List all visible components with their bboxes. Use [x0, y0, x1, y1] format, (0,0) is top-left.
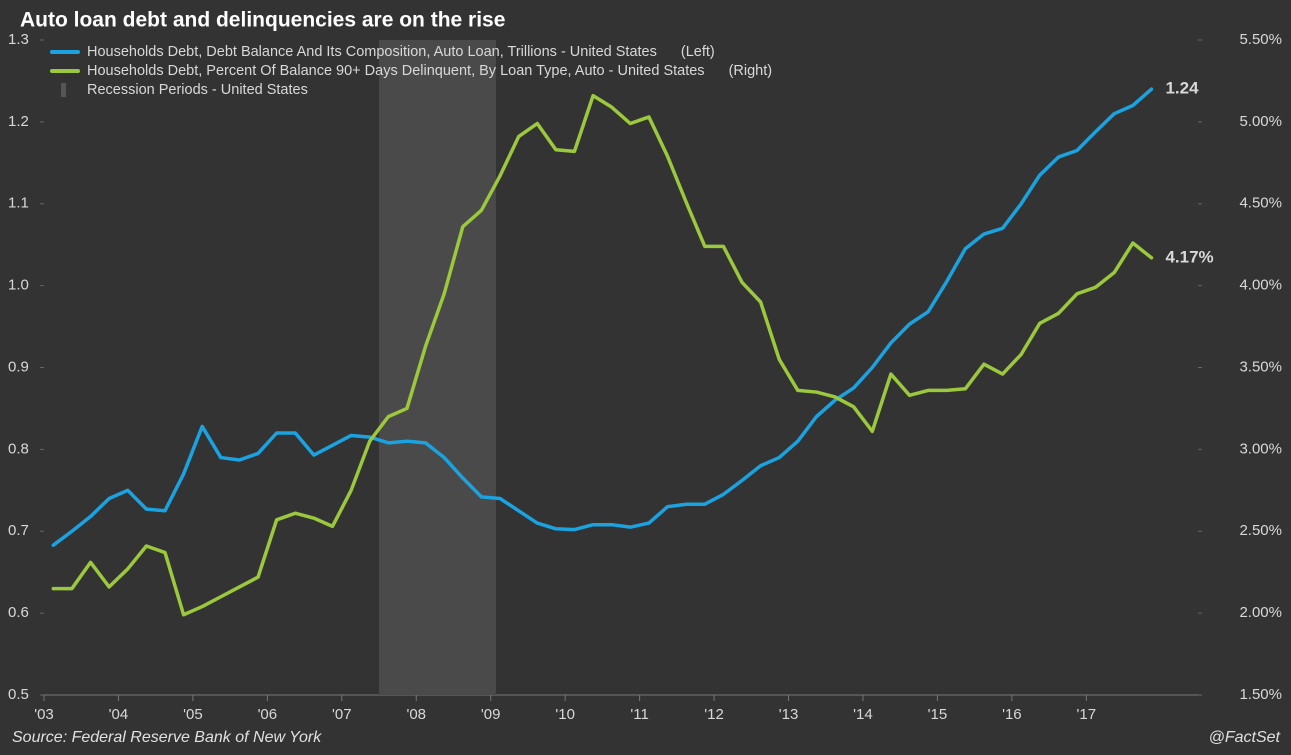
- y-tick-label: 0.6: [8, 604, 29, 621]
- y-tick-label: 1.3: [8, 31, 29, 48]
- y-tick-label: 0.7: [8, 522, 29, 539]
- y2-tick-label: 3.00%: [1239, 440, 1282, 457]
- y2-tick-label: 5.50%: [1239, 31, 1282, 48]
- credit: @FactSet: [1209, 729, 1281, 746]
- x-tick-label: '11: [630, 706, 648, 723]
- x-tick-label: '08: [406, 706, 426, 723]
- x-tick-label: '14: [853, 706, 873, 723]
- legend-swatch: [61, 83, 66, 97]
- y-tick-label: 0.5: [8, 686, 29, 703]
- x-tick-label: '17: [1077, 706, 1097, 723]
- x-tick-label: '15: [928, 706, 948, 723]
- y-tick-label: 1.2: [8, 113, 29, 130]
- series-line: [51, 87, 1154, 547]
- legend-label: Recession Periods - United States: [87, 82, 308, 98]
- x-tick-label: '04: [109, 706, 129, 723]
- legend-suffix: (Left): [681, 44, 715, 60]
- value-label: 1.24: [1165, 79, 1199, 98]
- x-tick-label: '13: [779, 706, 799, 723]
- y-tick-label: 0.9: [8, 358, 29, 375]
- y-tick-label: 0.8: [8, 440, 29, 457]
- x-tick-label: '12: [704, 706, 724, 723]
- chart-title: Auto loan debt and delinquencies are on …: [20, 9, 505, 32]
- y2-tick-label: 1.50%: [1239, 686, 1282, 703]
- x-tick-label: '05: [183, 706, 203, 723]
- x-tick-label: '09: [481, 706, 501, 723]
- y2-tick-label: 2.50%: [1239, 522, 1282, 539]
- recession-band: [379, 40, 496, 695]
- y-tick-label: 1.0: [8, 277, 29, 294]
- legend-label: Households Debt, Debt Balance And Its Co…: [87, 44, 657, 60]
- series-line: [51, 93, 1154, 617]
- x-tick-label: '06: [258, 706, 278, 723]
- value-label: 4.17%: [1165, 247, 1213, 266]
- x-tick-label: '03: [34, 706, 54, 723]
- x-tick-label: '16: [1002, 706, 1022, 723]
- legend-suffix: (Right): [729, 63, 773, 79]
- y2-tick-label: 5.00%: [1239, 113, 1282, 130]
- x-tick-label: '10: [555, 706, 575, 723]
- y2-tick-label: 4.50%: [1239, 195, 1282, 212]
- y-tick-label: 1.1: [8, 195, 29, 212]
- y2-tick-label: 2.00%: [1239, 604, 1282, 621]
- source: Source: Federal Reserve Bank of New York: [12, 729, 322, 746]
- x-tick-label: '07: [332, 706, 352, 723]
- legend-label: Households Debt, Percent Of Balance 90+ …: [87, 63, 705, 79]
- y2-tick-label: 3.50%: [1239, 358, 1282, 375]
- y2-tick-label: 4.00%: [1239, 277, 1282, 294]
